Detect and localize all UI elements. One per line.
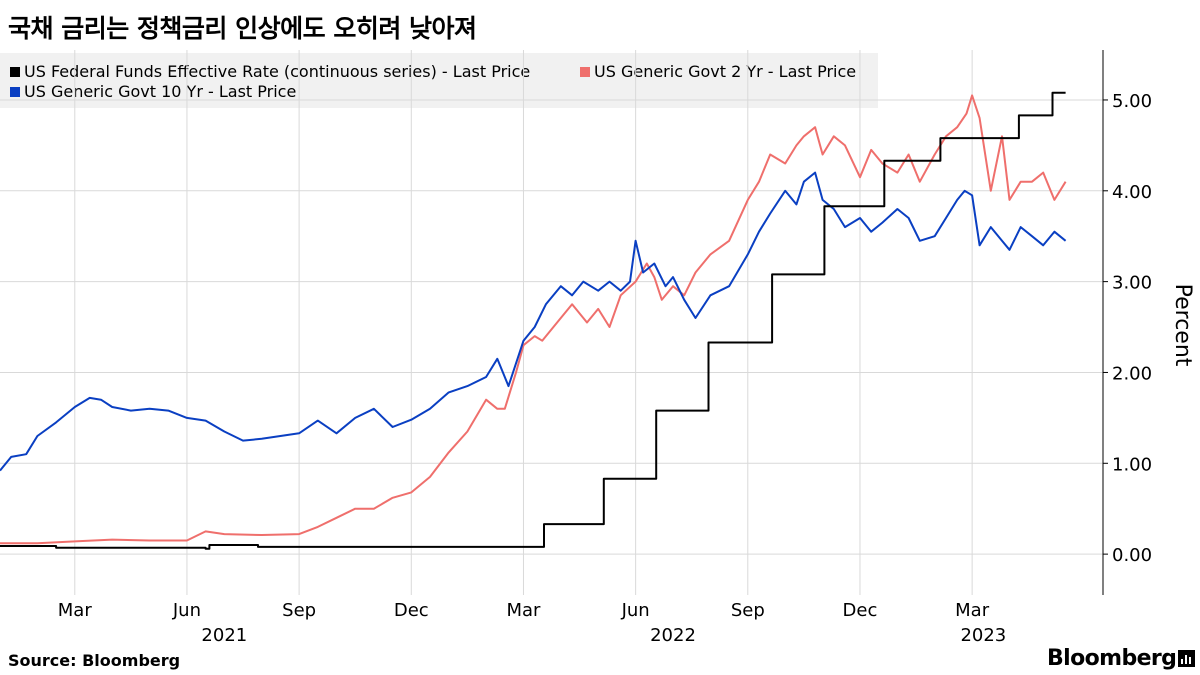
- x-tick-label: Sep: [731, 600, 765, 621]
- brand-logo: Bloomberg: [1047, 646, 1177, 671]
- y-tick-label: 2.00: [1112, 363, 1152, 384]
- legend-label-ffr: US Federal Funds Effective Rate (continu…: [24, 62, 531, 81]
- x-tick-label: Sep: [282, 600, 316, 621]
- legend-swatch-10yr: [10, 87, 20, 97]
- y-tick-label: 1.00: [1112, 454, 1152, 475]
- x-tick-label: Mar: [58, 600, 93, 621]
- series-lines: [0, 91, 1067, 550]
- series-line-y10: [0, 171, 1067, 472]
- y-axis-title: Percent: [1170, 284, 1195, 367]
- x-tick-label: Dec: [394, 600, 429, 621]
- source-note: Source: Bloomberg: [8, 651, 181, 670]
- legend-swatch-ffr: [10, 67, 20, 77]
- x-year-label: 2022: [650, 625, 696, 646]
- x-tick-label: Jun: [172, 600, 201, 621]
- y-tick-label: 3.00: [1112, 273, 1152, 294]
- legend-item-2yr: US Generic Govt 2 Yr - Last Price: [580, 62, 856, 81]
- legend: US Federal Funds Effective Rate (continu…: [0, 53, 878, 108]
- legend-label-10yr: US Generic Govt 10 Yr - Last Price: [24, 82, 297, 101]
- x-tick-label: Mar: [506, 600, 541, 621]
- x-tick-label: Mar: [955, 600, 990, 621]
- series-line-ffr: [0, 91, 1066, 550]
- x-year-label: 2021: [201, 625, 247, 646]
- y-tick-label: 0.00: [1112, 545, 1152, 566]
- x-tick-label: Dec: [843, 600, 878, 621]
- grid-lines: [0, 50, 1103, 595]
- legend-label-2yr: US Generic Govt 2 Yr - Last Price: [594, 62, 857, 81]
- y-tick-label: 4.00: [1112, 182, 1152, 203]
- y-tick-label: 5.00: [1112, 91, 1152, 112]
- x-year-label: 2023: [960, 625, 1006, 646]
- legend-item-ffr: US Federal Funds Effective Rate (continu…: [10, 62, 530, 81]
- bloomberg-chart-icon: [1178, 650, 1195, 667]
- legend-swatch-2yr: [580, 67, 590, 77]
- legend-item-10yr: US Generic Govt 10 Yr - Last Price: [10, 82, 296, 101]
- axes: [1102, 50, 1108, 595]
- page-title: 국채 금리는 정책금리 인상에도 오히려 낮아져: [8, 14, 477, 43]
- series-line-y2: [0, 94, 1067, 545]
- tick-labels: Mar Jun Sep Dec Mar Jun Sep Dec Mar 2021 2022 2023 0…: [58, 91, 1195, 646]
- x-tick-label: Jun: [621, 600, 650, 621]
